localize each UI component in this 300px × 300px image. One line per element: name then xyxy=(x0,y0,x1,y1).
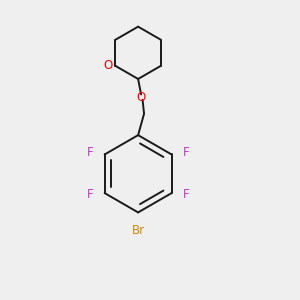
Text: F: F xyxy=(87,146,94,160)
Text: Br: Br xyxy=(131,224,145,237)
Text: O: O xyxy=(103,59,113,72)
Text: F: F xyxy=(182,146,189,160)
Text: O: O xyxy=(136,91,146,104)
Text: F: F xyxy=(87,188,94,201)
Text: F: F xyxy=(182,188,189,201)
